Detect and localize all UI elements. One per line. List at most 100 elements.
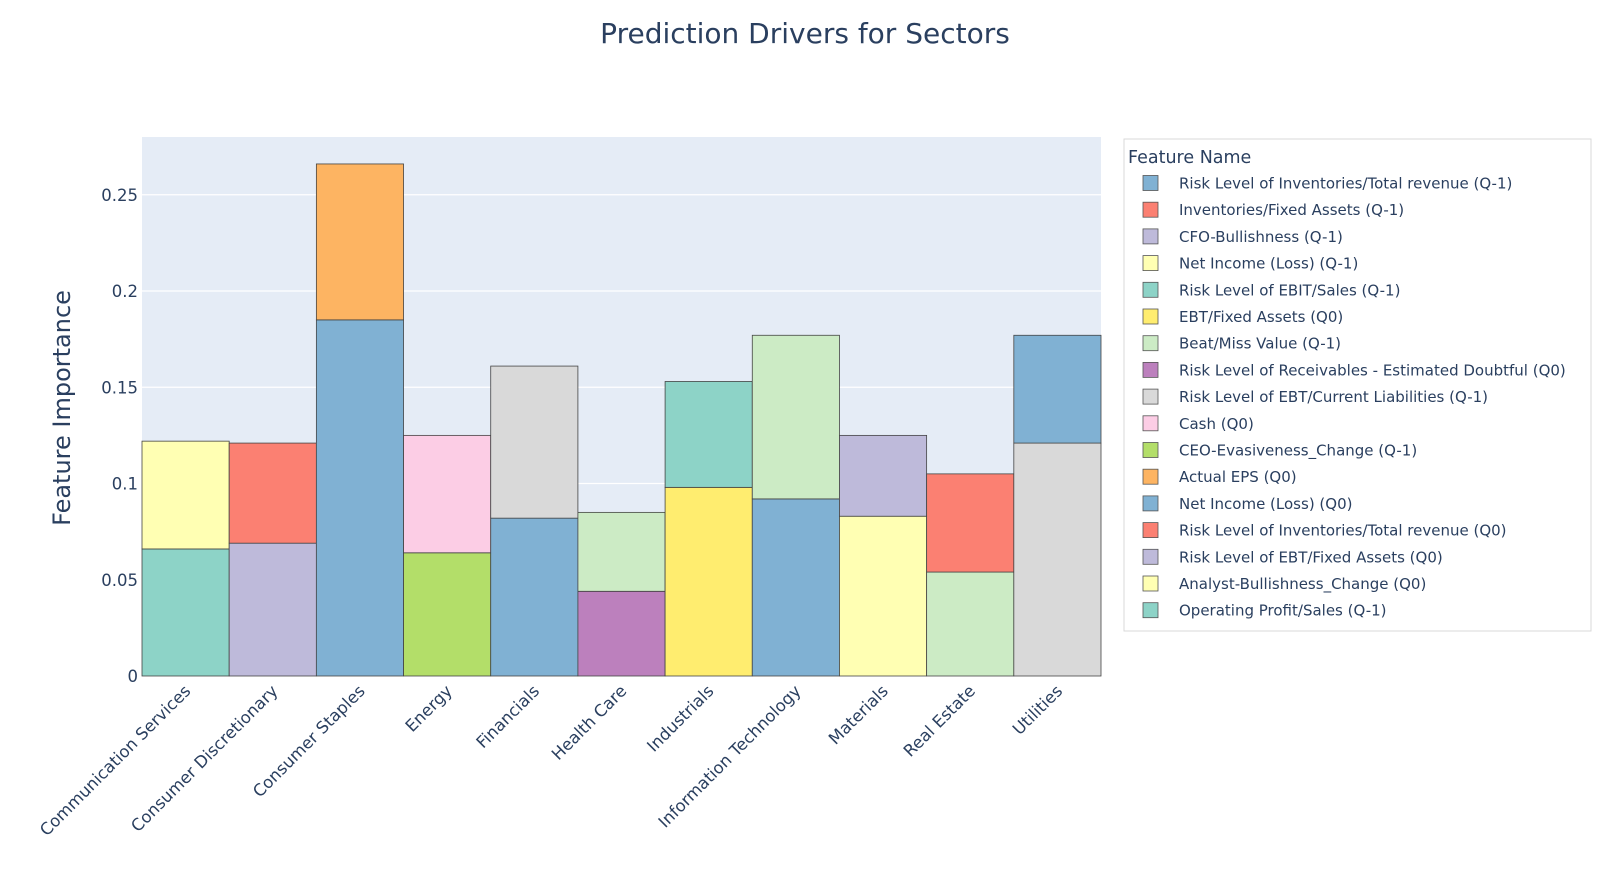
legend-label: Risk Level of Inventories/Total revenue … — [1179, 175, 1512, 193]
legend-item[interactable]: Cash (Q0) — [1142, 415, 1254, 433]
legend-swatch — [1142, 335, 1159, 352]
bar-segment — [577, 511, 666, 592]
legend-label: Actual EPS (Q0) — [1179, 468, 1297, 486]
legend-item[interactable]: Risk Level of Receivables - Estimated Do… — [1142, 361, 1566, 379]
legend-item[interactable]: Risk Level of Inventories/Total revenue … — [1142, 522, 1507, 540]
legend-label: Analyst-Bullishness_Change (Q0) — [1179, 575, 1426, 594]
y-tick-label: 0.2 — [112, 282, 138, 301]
legend-swatch — [1142, 175, 1159, 191]
legend-swatch — [1142, 602, 1159, 619]
bar-segment — [664, 381, 753, 488]
legend-item[interactable]: Net Income (Loss) (Q0) — [1142, 495, 1353, 513]
legend-label: Net Income (Loss) (Q0) — [1179, 495, 1353, 513]
legend-label: Net Income (Loss) (Q-1) — [1179, 255, 1358, 273]
x-tick-label: Information Technology — [655, 681, 805, 831]
legend-title: Feature Name — [1128, 148, 1251, 168]
bars — [141, 163, 1102, 677]
legend-label: Risk Level of EBT/Fixed Assets (Q0) — [1179, 548, 1443, 566]
bar-segment — [751, 334, 840, 500]
legend-swatch — [1142, 255, 1159, 272]
y-axis-ticks: 0 0.05 0.1 0.15 0.2 0.25 — [101, 186, 138, 686]
legend-item[interactable]: EBT/Fixed Assets (Q0) — [1142, 308, 1343, 326]
legend-item[interactable]: Inventories/Fixed Assets (Q-1) — [1142, 201, 1404, 219]
legend-item[interactable]: Operating Profit/Sales (Q-1) — [1142, 602, 1387, 620]
legend-items: Risk Level of Inventories/Total revenue … — [1142, 175, 1566, 620]
legend-label: CEO-Evasiveness_Change (Q-1) — [1179, 442, 1417, 461]
x-tick-label: Materials — [825, 681, 892, 748]
x-tick-label: Industrials — [643, 681, 717, 755]
legend-swatch — [1142, 548, 1159, 565]
bar-segment — [490, 517, 579, 677]
bar-segment — [228, 542, 317, 677]
legend-swatch — [1142, 281, 1159, 298]
chart-title: Prediction Drivers for Sectors — [600, 17, 1010, 50]
x-tick-label: Health Care — [548, 681, 630, 763]
legend-label: Beat/Miss Value (Q-1) — [1179, 335, 1341, 353]
legend-label: EBT/Fixed Assets (Q0) — [1179, 308, 1343, 326]
bar-segment — [926, 571, 1015, 677]
legend-label: Risk Level of Receivables - Estimated Do… — [1179, 361, 1566, 379]
legend-swatch — [1142, 522, 1159, 538]
bar-segment — [141, 548, 230, 677]
legend-item[interactable]: CFO-Bullishness (Q-1) — [1142, 228, 1343, 246]
bar-segment — [403, 552, 492, 677]
legend-item[interactable]: Net Income (Loss) (Q-1) — [1142, 255, 1358, 273]
legend-label: Cash (Q0) — [1179, 415, 1254, 433]
legend-swatch — [1142, 361, 1159, 378]
legend-label: Risk Level of Inventories/Total revenue … — [1179, 522, 1507, 540]
legend-item[interactable]: Analyst-Bullishness_Change (Q0) — [1142, 575, 1426, 594]
legend-swatch — [1142, 468, 1159, 485]
legend-swatch — [1142, 201, 1159, 218]
x-tick-label: Energy — [402, 681, 456, 735]
legend-swatch — [1142, 495, 1159, 512]
bar-segment — [228, 442, 317, 544]
y-tick-label: 0 — [128, 667, 139, 686]
legend-label: CFO-Bullishness (Q-1) — [1179, 228, 1343, 246]
x-tick-label: Financials — [473, 681, 544, 752]
bar-segment — [1013, 334, 1102, 444]
y-tick-label: 0.15 — [101, 378, 138, 397]
legend-item[interactable]: Risk Level of EBT/Current Liabilities (Q… — [1142, 388, 1488, 406]
y-tick-label: 0.1 — [112, 475, 138, 494]
bar-segment — [141, 440, 230, 550]
legend-swatch — [1142, 388, 1159, 405]
legend-swatch — [1142, 308, 1159, 325]
legend: Feature Name Risk Level of Inventories/T… — [1123, 138, 1592, 632]
legend-swatch — [1142, 442, 1159, 458]
y-tick-label: 0.05 — [101, 571, 138, 590]
legend-label: Inventories/Fixed Assets (Q-1) — [1179, 201, 1404, 219]
bar-segment — [751, 498, 840, 677]
legend-item[interactable]: Actual EPS (Q0) — [1142, 468, 1297, 486]
legend-item[interactable]: Beat/Miss Value (Q-1) — [1142, 335, 1341, 353]
bar-segment — [926, 473, 1015, 573]
bar-segment — [315, 319, 404, 677]
bar-segment — [839, 434, 928, 517]
legend-item[interactable]: CEO-Evasiveness_Change (Q-1) — [1142, 442, 1417, 461]
legend-swatch — [1142, 415, 1159, 432]
bar-segment — [490, 365, 579, 519]
legend-label: Risk Level of EBIT/Sales (Q-1) — [1179, 281, 1400, 299]
bar-segment — [664, 486, 753, 677]
y-tick-label: 0.25 — [101, 186, 138, 205]
legend-item[interactable]: Risk Level of Inventories/Total revenue … — [1142, 175, 1512, 193]
y-axis-title: Feature Importance — [48, 290, 76, 526]
x-tick-label: Utilities — [1009, 681, 1066, 738]
bar-segment — [403, 434, 492, 554]
bar-segment — [577, 590, 666, 677]
legend-item[interactable]: Risk Level of EBIT/Sales (Q-1) — [1142, 281, 1400, 299]
legend-swatch — [1142, 228, 1159, 245]
bar-segment — [1013, 442, 1102, 677]
bar-segment — [839, 515, 928, 677]
legend-box — [1123, 138, 1592, 632]
legend-item[interactable]: Risk Level of EBT/Fixed Assets (Q0) — [1142, 548, 1443, 566]
x-tick-label: Communication Services — [36, 681, 194, 839]
bar-segment — [315, 163, 404, 321]
legend-label: Operating Profit/Sales (Q-1) — [1179, 602, 1387, 620]
legend-label: Risk Level of EBT/Current Liabilities (Q… — [1179, 388, 1488, 406]
x-tick-label: Consumer Discretionary — [127, 681, 281, 835]
legend-swatch — [1142, 575, 1159, 592]
x-tick-label: Real Estate — [900, 681, 979, 760]
